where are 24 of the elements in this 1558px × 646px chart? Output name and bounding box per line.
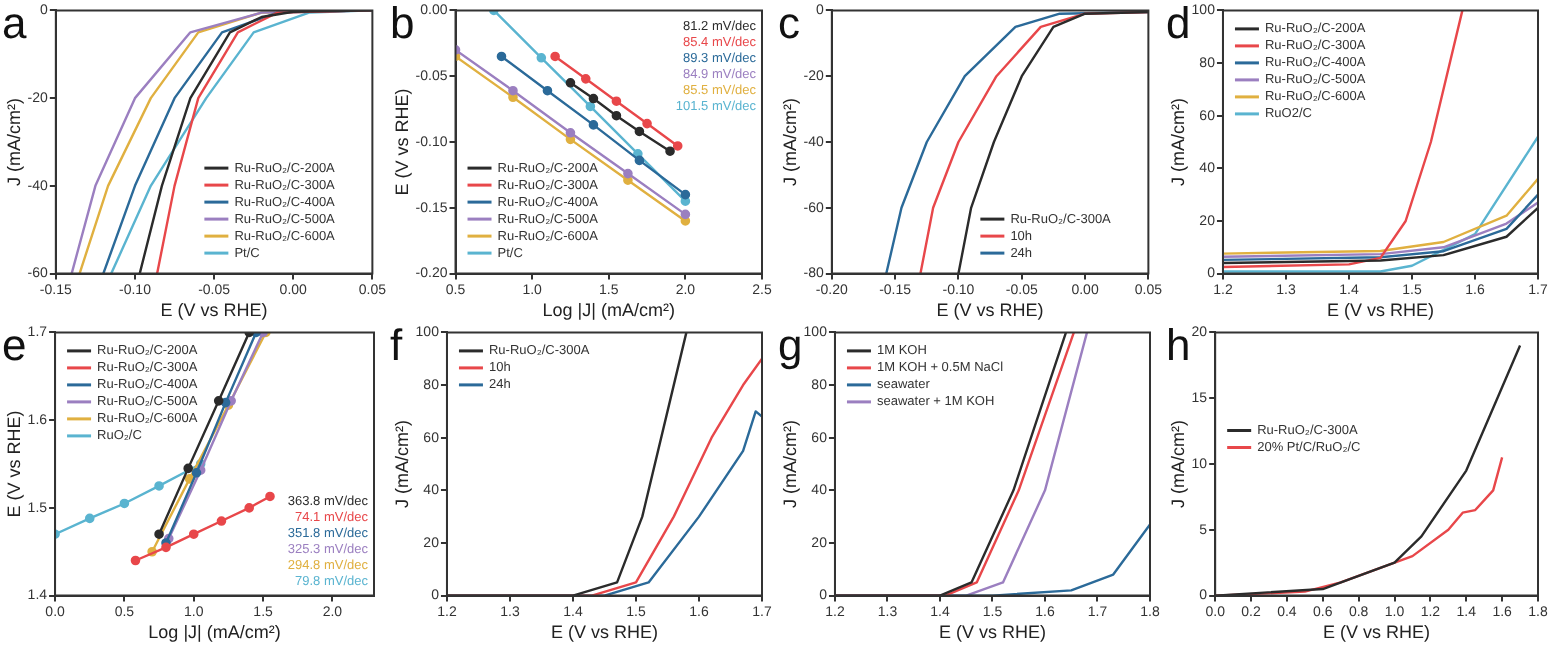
y-axis-title: J (mA/cm²) bbox=[779, 98, 800, 186]
y-axis-title: J (mA/cm²) bbox=[1167, 420, 1188, 508]
chart-title: c bbox=[778, 0, 800, 49]
y-axis-title: J (mA/cm²) bbox=[3, 98, 24, 186]
y-axis-title: J (mA/cm²) bbox=[779, 420, 800, 508]
x-axis-title: E (V vs RHE) bbox=[160, 300, 268, 321]
chart-title: b bbox=[390, 0, 415, 49]
x-axis-title: E (V vs RHE) bbox=[550, 622, 658, 643]
chart-title: h bbox=[1166, 320, 1191, 371]
chart-title: f bbox=[390, 320, 404, 371]
x-axis-title: Log |J| (mA/cm²) bbox=[542, 300, 675, 321]
x-axis-title: Log |J| (mA/cm²) bbox=[148, 622, 281, 643]
y-axis-title: E (V vs RHE) bbox=[3, 410, 24, 518]
chart-title: a bbox=[2, 0, 28, 49]
chart-title: e bbox=[2, 320, 27, 371]
x-axis-title: E (V vs RHE) bbox=[938, 622, 1046, 643]
x-axis-title: E (V vs RHE) bbox=[936, 300, 1044, 321]
x-axis-title: E (V vs RHE) bbox=[1323, 622, 1431, 643]
y-axis-title: E (V vs RHE) bbox=[391, 88, 412, 196]
y-axis-title: J (mA/cm²) bbox=[1167, 98, 1188, 186]
x-axis-title: E (V vs RHE) bbox=[1326, 300, 1434, 321]
y-axis-title: J (mA/cm²) bbox=[391, 420, 412, 508]
chart-title: d bbox=[1166, 0, 1191, 49]
chart-title: g bbox=[778, 320, 803, 371]
